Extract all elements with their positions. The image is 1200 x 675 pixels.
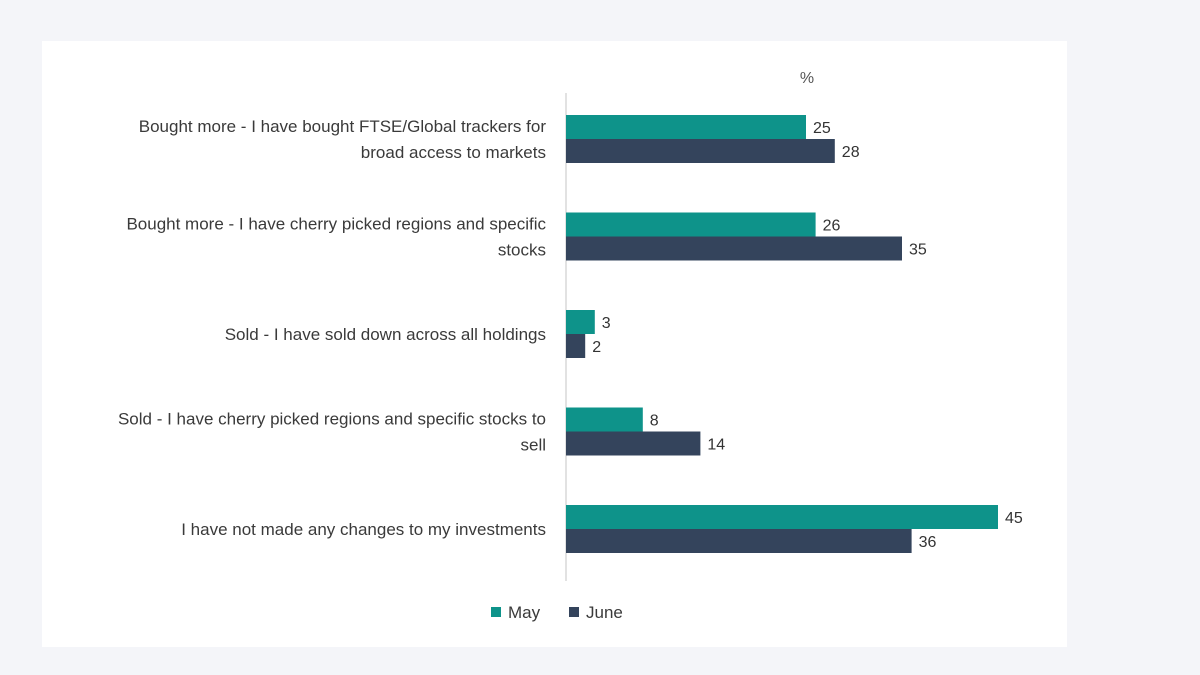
category-labels-group: Bought more - I have bought FTSE/Global … <box>118 117 547 539</box>
data-label-may-1: 26 <box>823 218 841 235</box>
category-label-4-line-0: I have not made any changes to my invest… <box>181 520 546 539</box>
data-label-june-2: 2 <box>592 339 601 356</box>
legend-swatch-may <box>491 607 501 617</box>
legend-swatch-june <box>569 607 579 617</box>
bar-may-3 <box>566 407 643 432</box>
bar-may-0 <box>566 115 806 139</box>
bar-june-3 <box>566 431 701 456</box>
category-label-1-line-1: stocks <box>498 241 546 260</box>
data-label-june-0: 28 <box>842 144 860 161</box>
data-label-may-3: 8 <box>650 413 659 430</box>
bar-june-1 <box>566 236 902 261</box>
data-label-may-4: 45 <box>1005 510 1023 527</box>
category-label-0-line-0: Bought more - I have bought FTSE/Global … <box>139 117 547 136</box>
category-label-3-line-0: Sold - I have cherry picked regions and … <box>118 410 546 429</box>
data-label-may-0: 25 <box>813 120 831 137</box>
bar-june-4 <box>566 529 912 553</box>
data-label-june-1: 35 <box>909 242 927 259</box>
legend-label-may: May <box>508 603 541 622</box>
category-label-3-line-1: sell <box>520 436 546 455</box>
legend-label-june: June <box>586 603 623 622</box>
category-label-0-line-1: broad access to markets <box>361 143 546 162</box>
unit-label: % <box>800 70 814 87</box>
bar-may-1 <box>566 212 816 237</box>
data-label-june-4: 36 <box>919 534 937 551</box>
bar-may-2 <box>566 310 595 334</box>
chart-card: % 25 28 26 35 3 2 8 14 45 36 Bought more - I have… <box>42 41 1067 647</box>
category-label-2-line-0: Sold - I have sold down across all holdi… <box>225 325 546 344</box>
category-label-1-line-0: Bought more - I have cherry picked regio… <box>126 215 546 234</box>
bar-may-4 <box>566 505 998 529</box>
data-label-june-3: 14 <box>707 437 725 454</box>
data-label-may-2: 3 <box>602 315 611 332</box>
legend: May June <box>491 603 623 622</box>
bar-june-2 <box>566 334 586 358</box>
bar-june-0 <box>566 139 835 163</box>
